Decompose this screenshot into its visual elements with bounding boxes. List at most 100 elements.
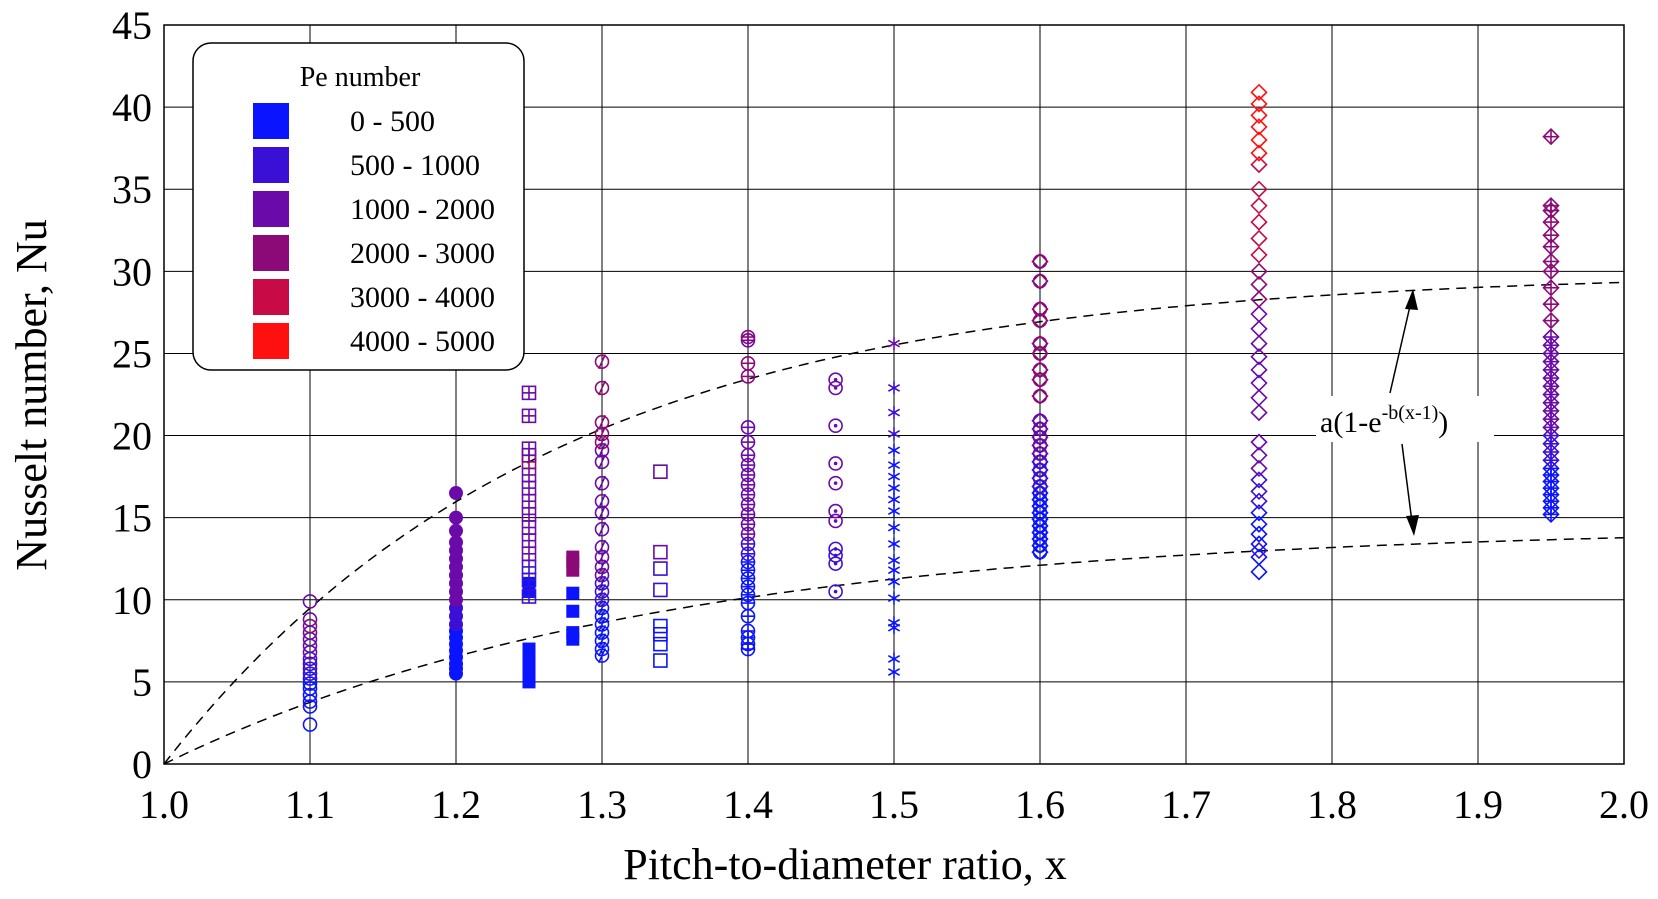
data-point-asterisk — [887, 521, 901, 535]
data-point-diamond — [1250, 374, 1268, 392]
data-point-diamond-plus — [1542, 226, 1560, 244]
data-point-circle — [302, 687, 318, 703]
data-point-diamond-plus — [1542, 197, 1560, 215]
data-point-diamond — [1250, 144, 1268, 162]
legend: Pe number 0 - 500 500 - 1000 1000 - 2000 20… — [192, 42, 525, 371]
data-point-circle-slash — [594, 380, 610, 396]
data-point-square — [653, 626, 668, 642]
fit-formula-exponent: -b(x-1) — [1382, 402, 1439, 424]
data-point-circle-dot — [828, 503, 843, 519]
data-point-circle-dot — [828, 475, 843, 491]
data-point-circle — [302, 717, 318, 732]
data-point-diamond-circle — [1031, 477, 1049, 496]
data-point-diamond-circle — [1031, 272, 1049, 290]
legend-label: 4000 - 5000 — [350, 325, 495, 358]
data-point-circle-dot — [828, 513, 843, 529]
data-point-circle-dot — [828, 584, 843, 599]
legend-label: 500 - 1000 — [350, 149, 480, 182]
legend-label: 0 - 500 — [350, 105, 435, 138]
data-point-circle-slash — [594, 539, 610, 555]
fit-annotation: a(1-e-b(x-1)) — [1316, 289, 1494, 536]
data-point-diamond — [1250, 118, 1268, 136]
legend-entries: 0 - 500 500 - 1000 1000 - 2000 2000 - 3000 3… — [253, 103, 495, 359]
data-point-diamond — [1250, 180, 1268, 198]
data-point-asterisk — [887, 458, 901, 472]
data-point-square-plus — [521, 589, 537, 604]
data-point-diamond-circle — [1031, 300, 1049, 318]
data-point-square-plus — [521, 480, 537, 496]
data-point-diamond-plus — [1542, 328, 1560, 346]
data-point-diamond — [1250, 320, 1268, 338]
data-point-diamond — [1250, 471, 1268, 489]
data-point-diamond — [1250, 548, 1268, 566]
data-point-diamond — [1250, 106, 1268, 124]
data-point-diamond — [1250, 83, 1268, 101]
data-point-diamond — [1250, 525, 1268, 543]
data-point-diamond — [1250, 515, 1268, 533]
data-point-circle — [302, 666, 318, 681]
data-point-asterisk — [887, 337, 901, 351]
data-point-diamond-plus — [1542, 128, 1560, 146]
data-point-asterisk — [887, 470, 901, 484]
data-point-asterisk — [887, 537, 901, 551]
data-point-asterisk — [887, 553, 901, 567]
data-point-circle — [302, 681, 318, 696]
fit-formula-close: ) — [1438, 406, 1448, 439]
x-tick-label: 1.1 — [285, 782, 335, 827]
data-point-filled-square — [522, 642, 536, 656]
data-point-circle-slash — [594, 414, 610, 430]
annotation-arrow-upper — [1389, 292, 1414, 394]
data-point-diamond-circle — [1031, 361, 1049, 379]
data-point-diamond — [1250, 541, 1268, 560]
data-point-circle-cross — [740, 420, 756, 435]
data-point-diamond — [1250, 334, 1268, 353]
data-point-asterisk — [887, 616, 901, 630]
fit-formula-label: a(1-e-b(x-1)) — [1320, 402, 1448, 439]
data-point-square-plus — [521, 408, 537, 424]
data-point-square-plus — [521, 385, 537, 401]
data-point-diamond-circle — [1031, 387, 1049, 405]
data-point-diamond — [1250, 492, 1268, 510]
data-point-square — [653, 464, 668, 479]
data-points — [302, 83, 1560, 732]
data-point-diamond-circle — [1031, 436, 1049, 455]
x-tick-label: 1.3 — [577, 782, 627, 827]
legend-swatch — [253, 235, 289, 271]
data-point-diamond — [1250, 155, 1268, 174]
x-axis-title: Pitch-to-diameter ratio, x — [623, 840, 1067, 889]
x-tick-label: 1.8 — [1307, 782, 1357, 827]
data-point-diamond-circle — [1031, 444, 1049, 463]
x-tick-label: 1.7 — [1161, 782, 1211, 827]
data-point-circle-cross — [740, 608, 756, 624]
data-point-diamond-plus — [1542, 311, 1560, 330]
data-point-circle — [302, 618, 318, 634]
data-point-diamond — [1250, 305, 1268, 323]
data-point-filled-circle — [449, 535, 463, 550]
data-point-diamond — [1250, 246, 1268, 264]
x-tick-label: 1.6 — [1015, 782, 1065, 827]
data-point-square-plus — [521, 559, 537, 575]
data-point-diamond-circle — [1031, 469, 1049, 487]
data-point-diamond-plus — [1542, 295, 1560, 313]
data-point-diamond — [1250, 504, 1268, 522]
data-point-square-plus — [521, 441, 537, 456]
legend-label: 3000 - 4000 — [350, 281, 495, 314]
fit-curve-1 — [163, 281, 1625, 765]
data-point-circle — [302, 594, 318, 609]
data-point-diamond — [1250, 131, 1268, 149]
data-point-circle — [302, 676, 318, 691]
data-point-asterisk — [887, 481, 901, 495]
data-point-circle — [302, 671, 318, 686]
data-point-diamond — [1250, 348, 1268, 366]
legend-title: Pe number — [300, 62, 421, 93]
data-point-asterisk — [887, 591, 901, 605]
fit-formula-base: a(1-e — [1320, 406, 1382, 439]
data-point-diamond — [1250, 213, 1268, 231]
annotation-arrowhead-upper — [1405, 289, 1418, 310]
y-tick-label: 40 — [112, 85, 152, 130]
data-point-square — [653, 544, 668, 560]
data-point-diamond-circle — [1031, 334, 1049, 353]
data-point-circle-dot — [828, 418, 843, 434]
data-point-circle-slash — [594, 475, 610, 491]
annotation-background — [1316, 396, 1494, 442]
